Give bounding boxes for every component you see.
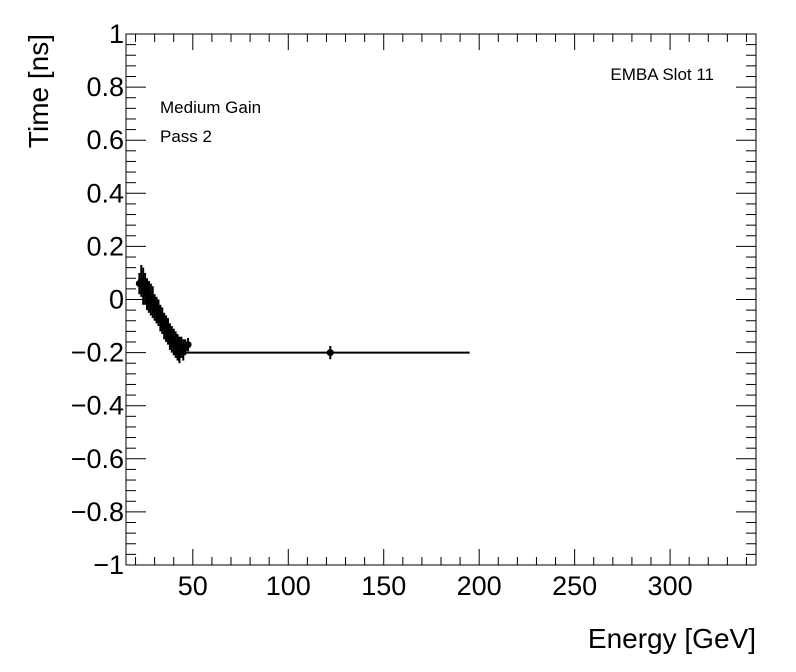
y-axis-title: Time [ns] [23, 34, 54, 148]
data-point [184, 341, 192, 349]
y-tick-label: −0.4 [71, 391, 124, 421]
annotation-gain: Medium Gain [160, 98, 261, 117]
y-tick-label: −0.6 [71, 444, 124, 474]
x-tick-label: 100 [266, 571, 311, 601]
y-tick-label: −0.2 [71, 338, 124, 368]
x-tick-label: 200 [457, 571, 502, 601]
y-tick-label: 0.6 [86, 125, 124, 155]
x-axis-title: Energy [GeV] [588, 623, 756, 654]
x-tick-label: 150 [361, 571, 406, 601]
axis-ticks [126, 33, 756, 566]
y-tick-label: −0.8 [71, 497, 124, 527]
x-tick-label: 50 [178, 571, 208, 601]
y-tick-label: −1 [93, 550, 124, 580]
data-marks [135, 264, 470, 364]
data-point [326, 349, 334, 357]
y-tick-label: 0 [109, 285, 124, 315]
y-tick-label: 0.2 [86, 231, 124, 261]
x-tick-label: 300 [648, 571, 693, 601]
y-tick-label: 0.4 [86, 178, 124, 208]
x-tick-label: 250 [552, 571, 597, 601]
y-tick-labels: −1 −0.8 −0.6 −0.4 −0.2 0 0.2 0.4 0.6 0.8 1 [71, 19, 124, 580]
y-tick-label: 1 [109, 19, 124, 49]
y-tick-label: 0.8 [86, 72, 124, 102]
annotation-slot: EMBA Slot 11 [610, 65, 714, 84]
x-tick-labels: 50 100 150 200 250 300 [178, 571, 693, 601]
annotation-pass: Pass 2 [160, 127, 212, 146]
